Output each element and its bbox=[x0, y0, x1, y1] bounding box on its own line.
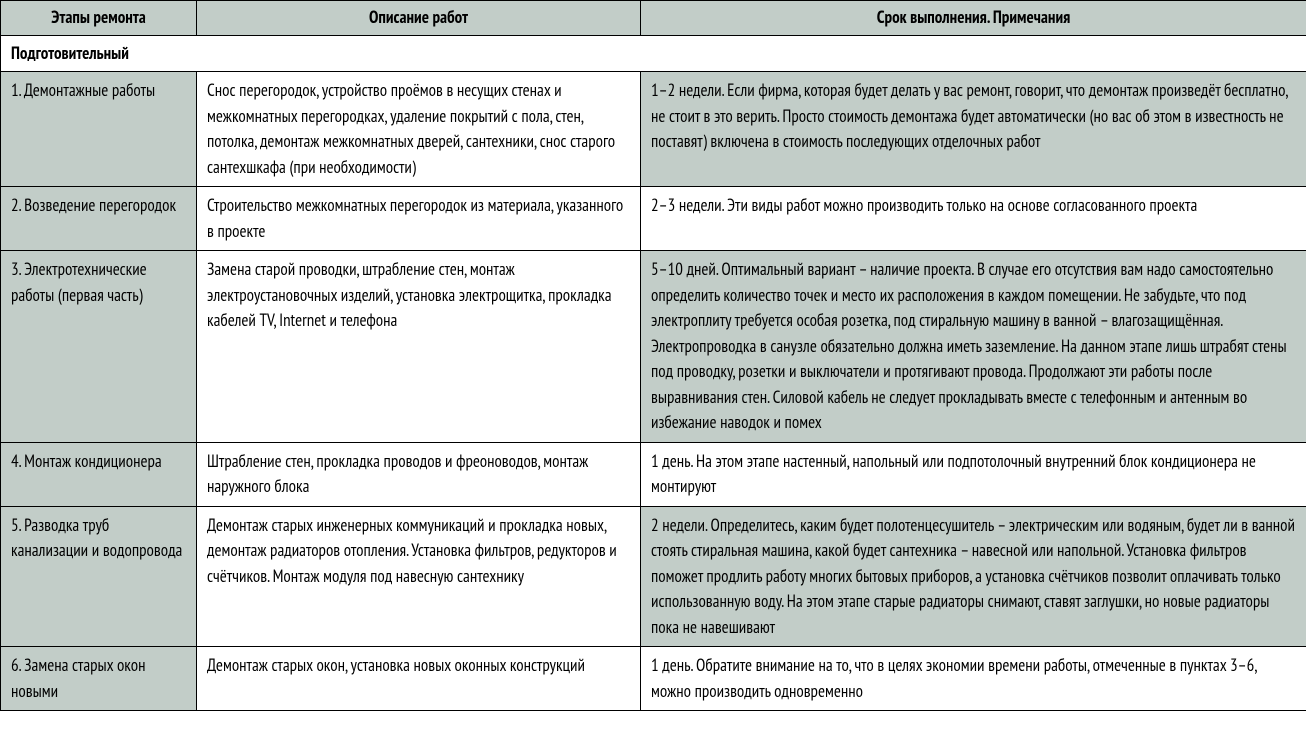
section-row: Подготовительный bbox=[1, 35, 1306, 72]
note-cell: 2–3 недели. Эти виды работ можно произво… bbox=[641, 187, 1306, 251]
stage-cell: 4. Монтаж кондиционера bbox=[1, 442, 197, 506]
note-cell: 1 день. На этом этапе настенный, напольн… bbox=[641, 442, 1306, 506]
note-cell: 5–10 дней. Оптимальный вариант – наличие… bbox=[641, 251, 1306, 443]
description-cell: Демонтаж старых инженерных коммуникаций … bbox=[197, 506, 641, 647]
stage-cell: 1. Демонтажные работы bbox=[1, 72, 197, 187]
description-cell: Строительство межкомнатных перегородок и… bbox=[197, 187, 641, 251]
renovation-stages-table: Этапы ремонта Описание работ Срок выполн… bbox=[0, 0, 1306, 711]
description-cell: Штрабление стен, прокладка проводов и фр… bbox=[197, 442, 641, 506]
description-cell: Снос перегородок, устройство проёмов в н… bbox=[197, 72, 641, 187]
stage-cell: 6. Замена старых окон новыми bbox=[1, 647, 197, 711]
description-cell: Демонтаж старых окон, установка новых ок… bbox=[197, 647, 641, 711]
note-cell: 1 день. Обратите внимание на то, что в ц… bbox=[641, 647, 1306, 711]
table-row: 4. Монтаж кондиционера Штрабление стен, … bbox=[1, 442, 1306, 506]
header-stages: Этапы ремонта bbox=[1, 1, 197, 36]
description-cell: Замена старой проводки, штрабление стен,… bbox=[197, 251, 641, 443]
section-title: Подготовительный bbox=[1, 35, 1306, 72]
header-description: Описание работ bbox=[197, 1, 641, 36]
stage-cell: 3. Электротехнические работы (первая час… bbox=[1, 251, 197, 443]
table-row: 5. Разводка труб канализации и водопрово… bbox=[1, 506, 1306, 647]
table-header-row: Этапы ремонта Описание работ Срок выполн… bbox=[1, 1, 1306, 36]
stage-cell: 5. Разводка труб канализации и водопрово… bbox=[1, 506, 197, 647]
stage-cell: 2. Возведение перегородок bbox=[1, 187, 197, 251]
table-row: 1. Демонтажные работы Снос перегородок, … bbox=[1, 72, 1306, 187]
table-row: 6. Замена старых окон новыми Демонтаж ст… bbox=[1, 647, 1306, 711]
header-notes: Срок выполнения. Примечания bbox=[641, 1, 1306, 36]
table-row: 3. Электротехнические работы (первая час… bbox=[1, 251, 1306, 443]
note-cell: 2 недели. Определитесь, каким будет поло… bbox=[641, 506, 1306, 647]
note-cell: 1–2 недели. Если фирма, которая будет де… bbox=[641, 72, 1306, 187]
table-row: 2. Возведение перегородок Строительство … bbox=[1, 187, 1306, 251]
